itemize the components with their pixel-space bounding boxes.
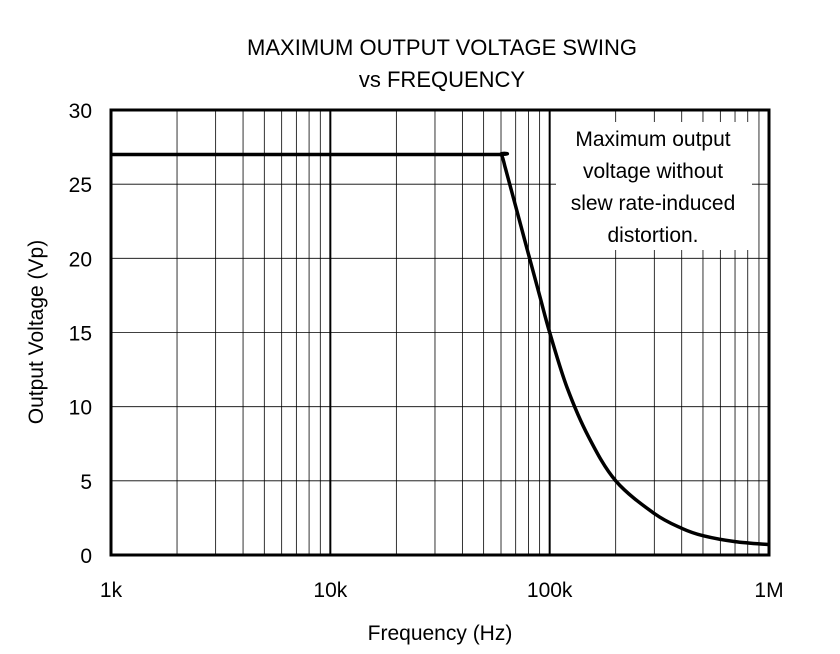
y-tick-label: 30 bbox=[69, 100, 92, 123]
annotation: Maximum output voltage without slew rate-i… bbox=[571, 128, 736, 247]
annotation-line: Maximum output bbox=[575, 128, 730, 151]
chart-subtitle: vs FREQUENCY bbox=[358, 67, 526, 92]
y-tick-label: 20 bbox=[69, 248, 92, 271]
y-axis-label: Output Voltage (Vp) bbox=[25, 240, 48, 424]
y-tick-label: 10 bbox=[69, 397, 92, 420]
series-line-output-voltage bbox=[111, 151, 770, 547]
chart-title: MAXIMUM OUTPUT VOLTAGE SWING bbox=[247, 35, 637, 60]
annotation-line: slew rate-induced bbox=[571, 192, 736, 215]
y-tick-label: 0 bbox=[80, 545, 92, 568]
y-tick-label: 25 bbox=[69, 174, 92, 197]
x-tick-label: 100k bbox=[527, 579, 573, 602]
y-tick-label: 5 bbox=[80, 471, 92, 494]
plot-frame bbox=[109, 108, 771, 557]
annotation-background bbox=[556, 122, 752, 250]
y-tick-label: 15 bbox=[69, 323, 92, 346]
x-tick-label: 1M bbox=[754, 579, 783, 602]
annotation-line: voltage without bbox=[583, 160, 723, 183]
x-tick-labels: 1k 10k 100k 1M bbox=[100, 579, 784, 602]
x-tick-label: 10k bbox=[313, 579, 347, 602]
x-axis-label: Frequency (Hz) bbox=[368, 622, 513, 645]
y-tick-labels: 0 5 10 15 20 25 30 bbox=[69, 100, 92, 568]
annotation-line: distortion. bbox=[607, 224, 698, 247]
x-tick-label: 1k bbox=[100, 579, 123, 602]
